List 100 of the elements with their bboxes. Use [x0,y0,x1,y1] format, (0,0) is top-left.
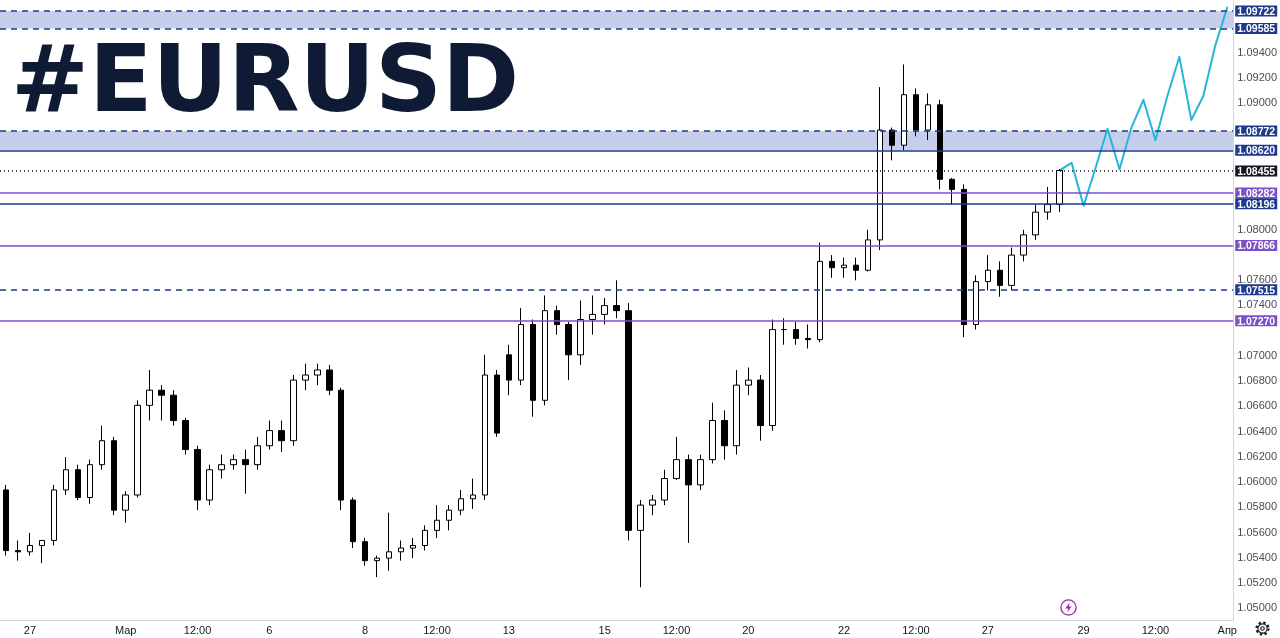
y-tick-label: 1.07600 [1237,273,1277,286]
candlestick [170,389,177,427]
y-tick-label: 1.06600 [1237,399,1277,412]
candlestick [997,260,1003,298]
y-tick-label: 1.05200 [1237,576,1277,589]
x-tick-label: 29 [1077,623,1090,636]
candlestick [1020,229,1027,262]
candlestick [111,436,117,516]
y-tick-label: 1.07000 [1237,348,1277,361]
x-tick-label: 20 [742,623,755,636]
y-tick-label: 1.05600 [1237,525,1277,538]
candlestick [542,294,548,406]
x-tick-label: 27 [23,623,37,636]
candlestick [697,454,704,491]
y-tick-label: 1.06200 [1237,449,1277,462]
candlestick [961,183,967,338]
candlestick [793,321,799,346]
candlestick [63,456,69,496]
candlestick [362,537,368,567]
candlestick [146,369,153,421]
candlestick [841,257,847,279]
x-tick-label: 6 [266,623,273,636]
ref-line-label: 1.07866 [1237,239,1276,252]
candlestick [122,490,129,524]
y-tick-label: 1.09200 [1237,71,1277,84]
candlestick [134,399,141,499]
ref-line-label: 1.08455 [1237,165,1276,178]
ref-line-label: 1.09585 [1237,22,1276,35]
y-tick-label: 1.06000 [1237,475,1277,488]
candlestick [649,494,656,516]
candlestick [1044,186,1051,221]
candlestick [733,369,740,456]
ref-line-label: 1.09722 [1237,5,1276,18]
candlestick [565,321,572,381]
candlestick [613,279,620,319]
candlestick [302,363,309,391]
candlestick [446,504,452,531]
candlestick [374,555,380,578]
candlestick [817,241,823,343]
candlestick [27,532,33,557]
ref-line-label: 1.08282 [1237,186,1276,199]
candlestick [577,300,584,366]
candlestick [781,317,787,346]
ref-line-label: 1.08620 [1237,144,1276,157]
candlestick [290,374,297,447]
candlestick [530,318,536,418]
x-tick-label: Мар [114,623,137,636]
candlestick [985,254,991,291]
candlestick [829,254,835,279]
candlestick [494,369,500,438]
y-tick-label: 1.09400 [1237,45,1277,58]
candlestick [625,302,632,541]
x-tick-label: 13 [502,623,515,636]
candlestick [601,297,608,326]
candlestick [87,459,93,505]
ref-line-label: 1.07270 [1237,314,1276,327]
candlestick [949,177,955,206]
candlestick [685,454,692,544]
candlestick [15,539,21,562]
candlestick [745,366,752,396]
candlestick [769,318,776,432]
candlestick [853,257,859,281]
candlestick [937,99,943,190]
y-tick-label: 1.09000 [1237,96,1277,109]
candlestick [242,449,249,495]
x-tick-label: 15 [598,623,611,636]
ref-line-label: 1.08772 [1237,125,1276,138]
ref-line-label: 1.08196 [1237,197,1276,210]
y-tick-label: 1.05000 [1237,601,1277,614]
candlestick [230,454,237,471]
candlestick [422,524,428,552]
candlestick [757,374,764,442]
ref-line-label: 1.07515 [1237,283,1276,296]
candlestick [470,478,476,510]
y-tick-label: 1.06800 [1237,374,1277,387]
candlestick [482,354,488,501]
x-tick-label: 12:00 [183,623,212,636]
candlestick [194,445,201,511]
candlestick [1008,246,1015,291]
candlestick [901,63,907,151]
candlestick [254,436,261,471]
candlestick [458,489,464,516]
candlestick [386,512,392,572]
candlestick [158,384,165,421]
candlestick [889,127,895,161]
y-tick-label: 1.05800 [1237,500,1277,513]
candlestick [3,484,9,557]
candlestick [314,363,321,386]
candlestick [338,387,344,511]
y-tick-label: 1.08000 [1237,222,1277,235]
candlestick [637,499,644,588]
candlestick [410,537,416,559]
candlestick [865,229,871,272]
candlestick [805,324,811,350]
candlestick [709,402,716,464]
x-tick-label: 8 [362,623,369,636]
candlestick [266,419,273,451]
y-tick-label: 1.06400 [1237,424,1277,437]
candlestick [75,464,81,501]
candlestick [398,539,404,562]
